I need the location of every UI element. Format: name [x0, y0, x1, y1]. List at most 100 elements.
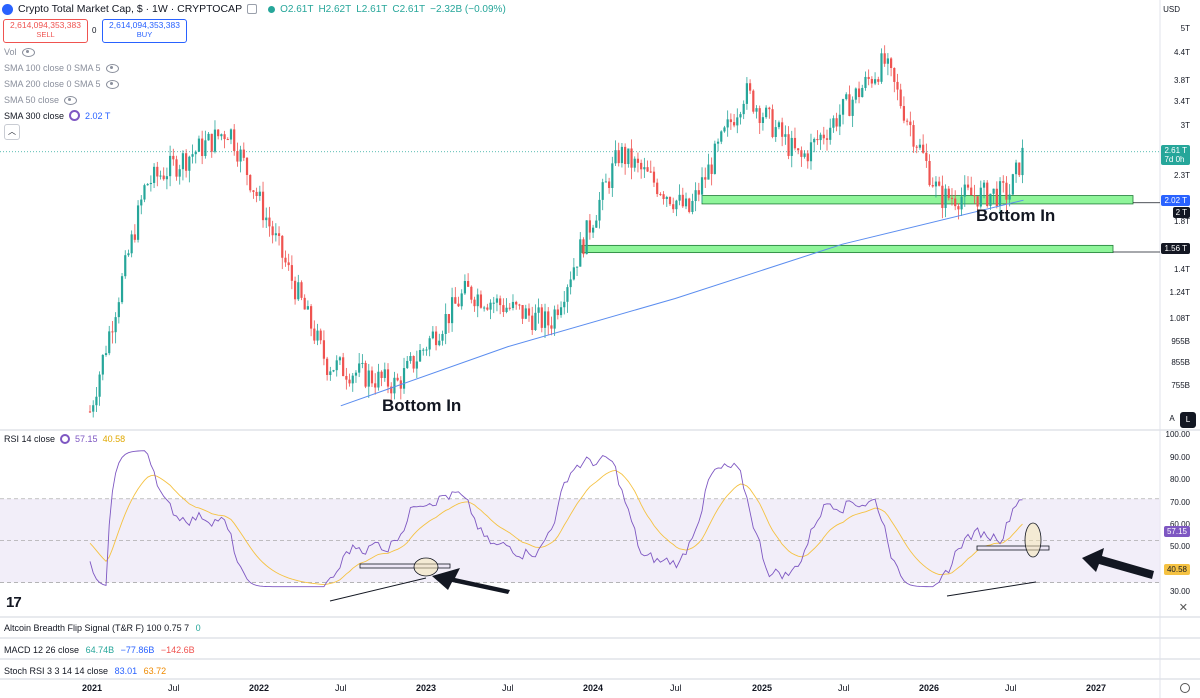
candle-body	[713, 143, 716, 174]
rsi-ma-value: 40.58	[102, 434, 126, 444]
rsi-tick: 70.00	[1169, 498, 1190, 507]
sell-button[interactable]: 2,614,094,353,383 SELL	[3, 19, 88, 43]
symbol-logo-icon	[2, 3, 13, 15]
rsi-tick: 80.00	[1169, 475, 1190, 484]
candle-body	[665, 197, 668, 200]
settings-circle-icon[interactable]	[69, 110, 81, 121]
rsi-tick: 60.00	[1169, 520, 1190, 529]
candle-body	[306, 306, 309, 310]
annotation-bottom-in-right[interactable]: Bottom In	[976, 206, 1056, 225]
eye-hidden-icon[interactable]	[105, 63, 119, 73]
pane-value: −77.86B	[120, 645, 155, 655]
candle-body	[800, 150, 803, 157]
eye-hidden-icon[interactable]	[64, 95, 78, 105]
candle-body	[854, 88, 857, 100]
candle-body	[342, 357, 345, 377]
candle-body	[572, 267, 575, 280]
auto-scale-button[interactable]: A	[1169, 414, 1175, 423]
market-status-icon	[268, 5, 276, 13]
candle-body	[877, 79, 880, 82]
candle-body	[643, 167, 646, 170]
indicator-sma200[interactable]: SMA 200 close 0 SMA 5	[4, 79, 119, 89]
candle-body	[1011, 174, 1014, 195]
candle-body	[428, 338, 431, 350]
indicator-label: Vol	[4, 47, 17, 57]
rsi-value: 57.15	[75, 434, 98, 444]
pane-title: MACD 12 26 close	[4, 645, 80, 655]
candle-body	[620, 146, 624, 164]
candle-body	[992, 188, 995, 194]
candle-body	[912, 125, 915, 147]
eye-hidden-icon[interactable]	[21, 47, 35, 57]
candle-body	[261, 191, 265, 221]
time-settings-icon[interactable]	[1180, 683, 1190, 693]
time-tick: 2021	[82, 683, 103, 693]
candle-body	[540, 307, 543, 328]
sma300-line	[340, 199, 1024, 407]
rsi-legend[interactable]: RSI 14 close 57.15 40.58	[4, 434, 125, 444]
price-tick: 755B	[1171, 381, 1190, 390]
eye-hidden-icon[interactable]	[105, 79, 119, 89]
candle-body	[710, 164, 713, 174]
candle-body	[207, 133, 210, 141]
candle-body	[886, 58, 889, 64]
candle-body	[489, 302, 492, 310]
altcoin-breadth-legend[interactable]: Altcoin Breadth Flip Signal (T&R F) 100 …	[4, 623, 201, 633]
candle-body	[531, 315, 534, 331]
candle-body	[646, 167, 649, 172]
level-tag: 2 T	[1172, 207, 1190, 218]
candle-body	[707, 164, 710, 180]
candle-body	[624, 146, 627, 165]
candle-body	[502, 305, 505, 313]
candle-body	[293, 280, 297, 300]
candle-body	[255, 191, 258, 197]
candle-body	[524, 308, 527, 319]
candle-body	[95, 396, 98, 406]
buy-button[interactable]: 2,614,094,353,383 BUY	[102, 19, 187, 43]
candle-body	[832, 118, 835, 128]
candle-body	[934, 181, 938, 187]
candle-body	[742, 103, 745, 115]
macd-legend[interactable]: MACD 12 26 close 64.74B −77.86B −142.6B	[4, 645, 195, 655]
time-tick: 2022	[249, 683, 270, 693]
ohlc-high: H2.62T	[318, 3, 352, 15]
symbol-title[interactable]: Crypto Total Market Cap, $ · 1W · CRYPTO…	[18, 3, 243, 15]
pane-value: 0	[195, 623, 201, 633]
candle-body	[351, 375, 354, 384]
candle-body	[617, 150, 620, 164]
indicator-sma300[interactable]: SMA 300 close 2.02 T	[4, 110, 110, 121]
candle-body	[316, 330, 319, 341]
candle-body	[454, 297, 457, 304]
candle-body	[611, 163, 614, 188]
candle-body	[383, 369, 386, 378]
candle-body	[595, 220, 598, 228]
candle-body	[406, 360, 409, 369]
settings-icon[interactable]: ✕	[1178, 602, 1188, 614]
indicator-sma100[interactable]: SMA 100 close 0 SMA 5	[4, 63, 119, 73]
collapse-legend-button[interactable]: ︿	[4, 124, 20, 140]
candle-body	[556, 309, 559, 316]
candle-body	[758, 108, 761, 123]
currency-label[interactable]: USD	[1163, 5, 1180, 14]
flag-icon[interactable]	[247, 4, 258, 14]
candle-body	[950, 197, 954, 199]
candle-body	[867, 76, 870, 79]
candle-body	[678, 194, 681, 201]
stoch-rsi-legend[interactable]: Stoch RSI 3 3 14 14 close 83.01 63.72	[4, 666, 166, 676]
candle-body	[575, 266, 579, 268]
candle-body	[716, 141, 720, 144]
annotation-bottom-in-left[interactable]: Bottom In	[382, 396, 462, 415]
candle-body	[566, 287, 569, 302]
candle-body	[630, 148, 633, 168]
settings-circle-icon[interactable]	[60, 434, 71, 444]
time-tick: 2027	[1086, 683, 1107, 693]
candle-body	[656, 182, 659, 195]
indicator-sma50[interactable]: SMA 50 close	[4, 95, 78, 105]
time-tick: Jul	[168, 683, 180, 693]
log-scale-button[interactable]: L	[1180, 412, 1196, 428]
indicator-vol[interactable]: Vol	[4, 47, 35, 57]
candle-body	[127, 253, 130, 256]
candle-body	[963, 184, 966, 197]
candle-body	[188, 156, 191, 171]
